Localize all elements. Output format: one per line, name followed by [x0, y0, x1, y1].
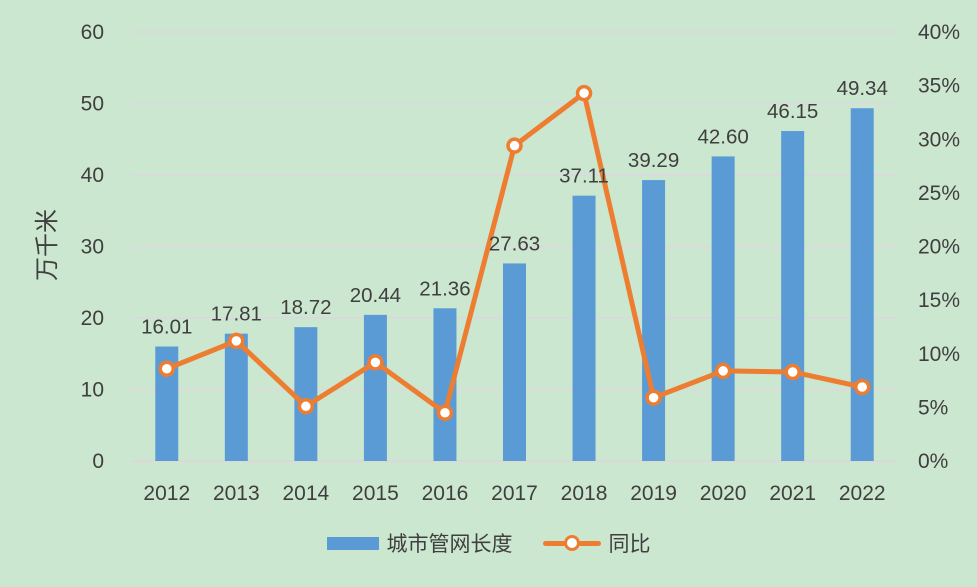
line-point-2021 [784, 363, 801, 381]
bar-series-label: 城市管网长度 [386, 533, 513, 556]
x-axis-label-2018: 2018 [561, 482, 608, 505]
right-axis-tick-10%: 10% [918, 343, 960, 366]
x-axis-label-2019: 2019 [630, 482, 677, 505]
line-point-2014 [297, 398, 315, 415]
left-axis-tick-30: 30 [81, 236, 104, 259]
left-axis-tick-60: 60 [81, 21, 104, 44]
line-marker-icon [563, 535, 580, 551]
left-axis-tick-0: 0 [92, 450, 104, 473]
bar-2014 [294, 327, 318, 461]
x-axis-label-2022: 2022 [839, 482, 886, 505]
bar-2022 [850, 108, 874, 462]
right-axis-tick-0%: 0% [918, 450, 948, 473]
bar-data-label-2020: 42.60 [697, 125, 748, 148]
right-axis-tick-20%: 20% [918, 236, 960, 259]
right-axis-tick-40%: 40% [918, 21, 960, 44]
bar-data-label-2012: 16.01 [141, 316, 192, 339]
bar-data-label-2018: 37.11 [559, 165, 609, 188]
legend-item-line-series: 同比 [542, 528, 651, 558]
bar-2013 [224, 333, 248, 461]
bar-data-label-2013: 17.81 [211, 303, 262, 326]
line-point-2013 [228, 332, 245, 350]
x-axis-label-2016: 2016 [422, 482, 469, 505]
legend-item-bar-series: 城市管网长度 [326, 528, 513, 558]
bar-series-swatch [326, 536, 379, 550]
right-axis-tick-35%: 35% [918, 75, 960, 98]
x-axis-label-2012: 2012 [143, 482, 190, 505]
line-point-2018 [575, 84, 593, 102]
x-axis-label-2013: 2013 [213, 482, 260, 505]
bar-data-label-2022: 49.34 [837, 77, 888, 100]
bar-2017 [503, 263, 526, 461]
x-axis-label-2020: 2020 [700, 482, 747, 505]
right-axis-tick-15%: 15% [918, 289, 960, 312]
line-series-label: 同比 [608, 533, 651, 556]
bar-2020 [711, 156, 735, 461]
right-axis-tick-5%: 5% [918, 396, 948, 419]
x-axis-label-2021: 2021 [769, 482, 816, 505]
left-axis-tick-10: 10 [81, 379, 104, 402]
x-axis-label-2014: 2014 [283, 482, 330, 505]
right-axis-tick-25%: 25% [918, 182, 960, 205]
line-point-2019 [645, 389, 662, 406]
bar-data-label-2019: 39.29 [628, 149, 679, 172]
bar-2016 [433, 308, 457, 461]
bar-data-label-2014: 18.72 [280, 296, 331, 319]
bar-2018 [572, 195, 596, 461]
bar-2019 [642, 180, 666, 461]
left-axis-title: 万千米 [34, 209, 61, 281]
left-axis-tick-20: 20 [81, 307, 104, 330]
left-axis-tick-50: 50 [81, 93, 104, 116]
line-point-2012 [158, 360, 176, 378]
line-point-2016 [436, 404, 454, 421]
x-axis-label-2015: 2015 [352, 482, 399, 505]
bar-2012 [155, 346, 179, 461]
x-axis-label-2017: 2017 [491, 482, 538, 505]
bar-data-label-2016: 21.36 [419, 277, 470, 300]
bar-2015 [363, 314, 387, 461]
line-point-2020 [714, 362, 732, 380]
line-point-2022 [853, 378, 871, 396]
bar-2021 [781, 131, 805, 461]
bar-data-label-2015: 20.44 [350, 284, 401, 307]
line-series-swatch [542, 535, 601, 551]
line-point-2017 [506, 137, 523, 154]
left-axis-tick-40: 40 [81, 164, 104, 187]
legend: 城市管网长度 同比 [0, 528, 977, 558]
bar-data-label-2021: 46.15 [767, 100, 818, 123]
right-axis-tick-30%: 30% [918, 128, 960, 151]
bar-data-label-2017: 27.63 [489, 232, 540, 255]
line-point-2015 [367, 354, 384, 371]
